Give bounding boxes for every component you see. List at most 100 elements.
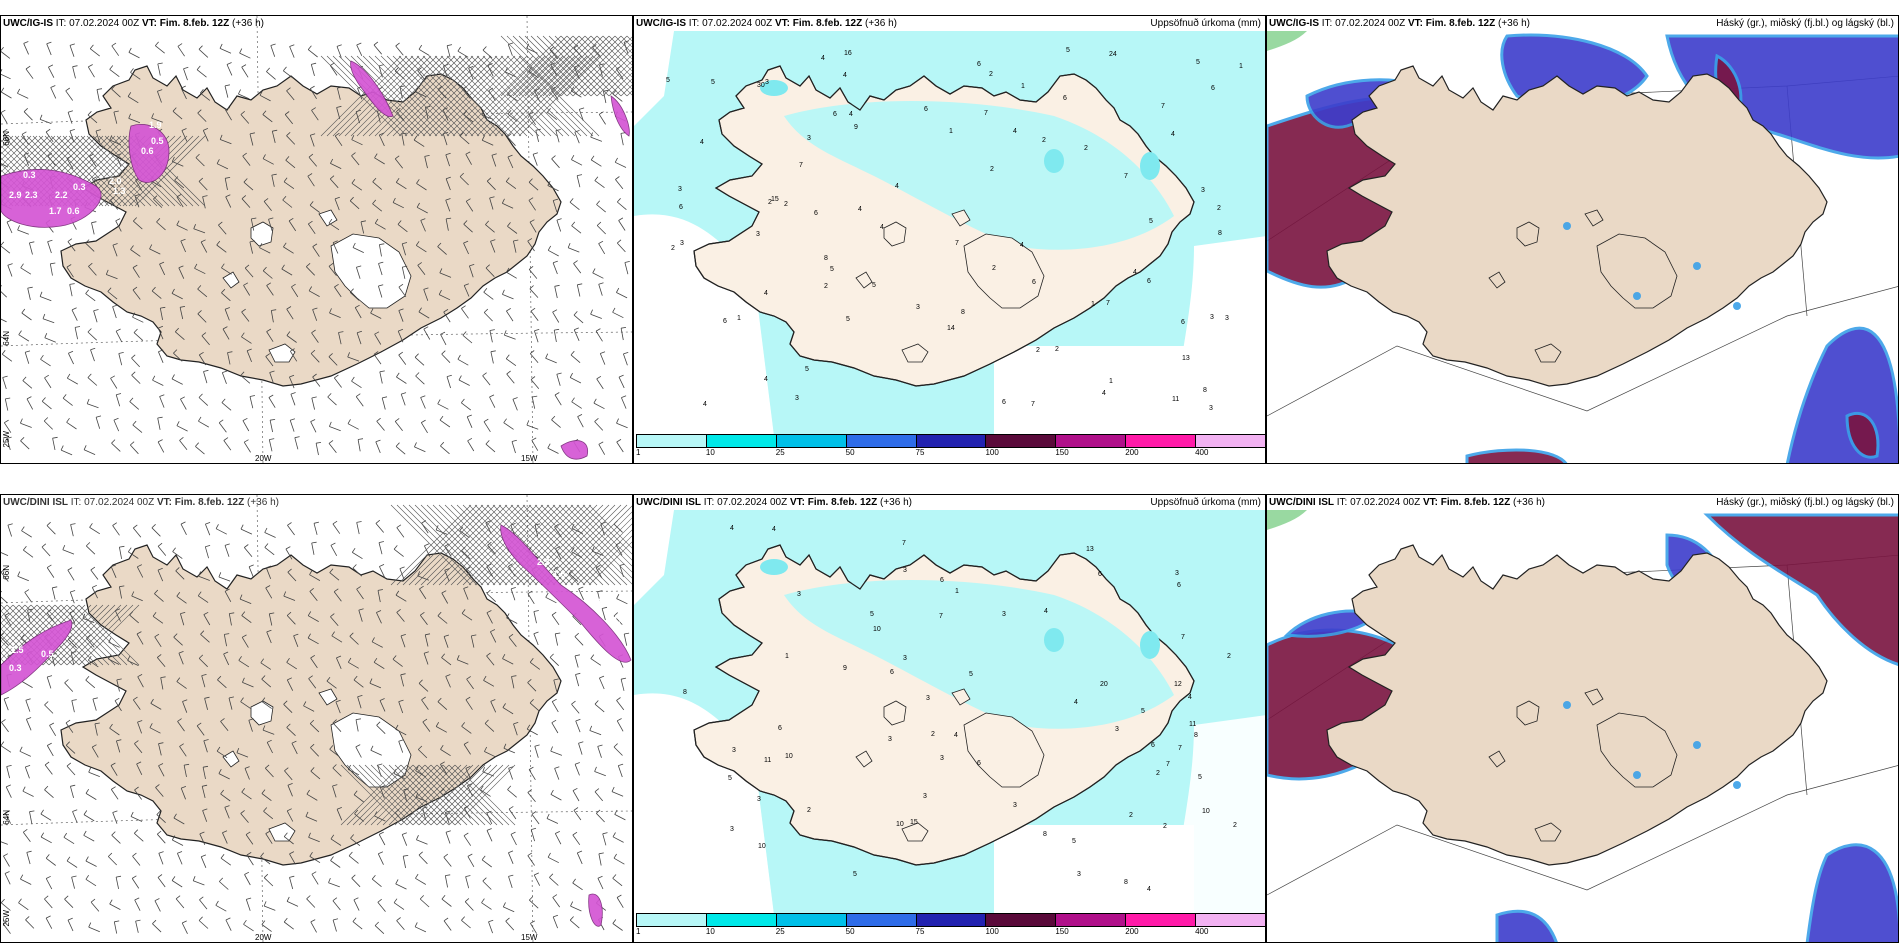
precip-value: 6 xyxy=(1032,279,1036,286)
precip-value: 6 xyxy=(679,204,683,211)
precip-value: 9 xyxy=(854,124,858,131)
precip-value: 3 xyxy=(765,79,769,86)
panel-title: UWC/DINI ISL IT: 07.02.2024 00Z VT: Fim.… xyxy=(636,497,912,508)
panel-wind-top: UWC/IG-IS IT: 07.02.2024 00Z VT: Fim. 8.… xyxy=(0,15,633,464)
panel-right-title: Háský (gr.), miðský (fj.bl.) og lágský (… xyxy=(1716,497,1894,508)
precip-value: 30 xyxy=(757,82,765,89)
precip-value: 6 xyxy=(814,210,818,217)
precip-value: 5 xyxy=(805,366,809,373)
precip-value: 5 xyxy=(853,871,857,878)
precip-value: 7 xyxy=(1124,173,1128,180)
panel-title: UWC/IG-IS IT: 07.02.2024 00Z VT: Fim. 8.… xyxy=(636,18,897,29)
precip-value: 8 xyxy=(1194,732,1198,739)
colorbar-swatch xyxy=(845,434,917,448)
precip-value: 2 xyxy=(1156,770,1160,777)
value-label: 0.6 xyxy=(67,206,80,216)
precip-value: 7 xyxy=(984,110,988,117)
precip-value: 2 xyxy=(1042,137,1046,144)
colorbar-label: 10 xyxy=(705,448,715,457)
precip-value: 8 xyxy=(961,309,965,316)
precip-value: 1 xyxy=(1091,301,1095,308)
wind-map: 0.32.9 2.3 2.22.00.31.7 0.61.31.90.50.6 xyxy=(1,16,632,463)
value-label: 1.7 xyxy=(49,206,62,216)
precip-value: 2 xyxy=(671,245,675,252)
precip-value: 5 xyxy=(1072,838,1076,845)
colorbar-label: 50 xyxy=(845,927,855,936)
precip-value: 5 xyxy=(846,316,850,323)
precip-value: 3 xyxy=(797,591,801,598)
colorbar-label: 100 xyxy=(985,927,999,936)
precip-value: 4 xyxy=(1188,694,1192,701)
lon-label-20w: 20W xyxy=(255,933,272,942)
cloud-map xyxy=(1267,510,1898,942)
precip-value: 2 xyxy=(992,265,996,272)
precip-value: 3 xyxy=(756,231,760,238)
precip-value: 3 xyxy=(1201,187,1205,194)
precip-value: 2 xyxy=(1084,145,1088,152)
precip-value: 4 xyxy=(1013,128,1017,135)
colorbar-label: 400 xyxy=(1195,448,1209,457)
precip-value: 4 xyxy=(1133,269,1137,276)
colorbar-swatch xyxy=(915,434,987,448)
precip-value: 3 xyxy=(1002,611,1006,618)
precip-value: 4 xyxy=(849,111,853,118)
precip-value: 7 xyxy=(939,613,943,620)
panel-right-title: Háský (gr.), miðský (fj.bl.) og lágský (… xyxy=(1716,18,1894,29)
precip-value: 24 xyxy=(1109,51,1117,58)
precip-value: 14 xyxy=(947,325,955,332)
precip-value: 15 xyxy=(771,196,779,203)
colorbar-label: 150 xyxy=(1055,927,1069,936)
precip-value: 2 xyxy=(1129,812,1133,819)
value-label: 1.5 xyxy=(11,645,24,655)
precip-value: 4 xyxy=(880,224,884,231)
precip-value: 2 xyxy=(784,201,788,208)
lat-label-64n: 64N xyxy=(2,331,11,346)
precip-value: 8 xyxy=(1043,831,1047,838)
value-label: 2.2 xyxy=(55,190,68,200)
value-label: 1.1 xyxy=(613,615,626,625)
precip-value: 3 xyxy=(903,567,907,574)
colorbar-label: 1 xyxy=(636,448,641,457)
precip-value: 8 xyxy=(683,689,687,696)
precip-value: 6 xyxy=(1181,319,1185,326)
precip-value: 6 xyxy=(940,577,944,584)
colorbar-label: 200 xyxy=(1125,927,1139,936)
lon-label-25w: 25W xyxy=(2,910,11,927)
colorbar-label: 75 xyxy=(915,927,925,936)
colorbar-swatch xyxy=(1195,913,1265,927)
precip-value: 11 xyxy=(1172,396,1179,403)
value-label: 0.3 xyxy=(9,663,22,673)
precip-value: 3 xyxy=(1210,314,1214,321)
precip-value: 6 xyxy=(1151,742,1155,749)
precip-value: 4 xyxy=(821,55,825,62)
precip-value: 4 xyxy=(1147,886,1151,893)
colorbar-swatch xyxy=(636,913,707,927)
precip-value: 3 xyxy=(1077,871,1081,878)
precip-value: 3 xyxy=(678,186,682,193)
precip-value: 7 xyxy=(1161,103,1165,110)
colorbar-swatch xyxy=(705,434,777,448)
precip-value: 8 xyxy=(1218,230,1222,237)
panel-precip-bottom: UWC/DINI ISL IT: 07.02.2024 00Z VT: Fim.… xyxy=(633,494,1266,943)
precip-value: 4 xyxy=(895,183,899,190)
precip-value: 1 xyxy=(785,653,789,660)
precip-value: 3 xyxy=(730,826,734,833)
colorbar-swatch xyxy=(1055,913,1127,927)
value-label: 0.5 xyxy=(151,136,164,146)
precip-value: 6 xyxy=(1147,278,1151,285)
colorbar-swatch xyxy=(845,913,917,927)
precip-value: 1 xyxy=(949,128,953,135)
precip-value: 6 xyxy=(1002,399,1006,406)
colorbar-swatch xyxy=(985,434,1057,448)
precip-value: 6 xyxy=(890,669,894,676)
precip-value: 7 xyxy=(1106,300,1110,307)
precip-value: 2 xyxy=(1055,346,1059,353)
lat-label-64n: 64N xyxy=(2,810,11,825)
precip-value: 5 xyxy=(666,77,670,84)
precip-value: 2 xyxy=(1227,653,1231,660)
lon-label-20w: 20W xyxy=(255,454,272,463)
precip-value: 3 xyxy=(926,695,930,702)
precip-value: 10 xyxy=(758,843,766,850)
value-label: 0.6 xyxy=(141,146,154,156)
precip-value: 1 xyxy=(1109,378,1113,385)
